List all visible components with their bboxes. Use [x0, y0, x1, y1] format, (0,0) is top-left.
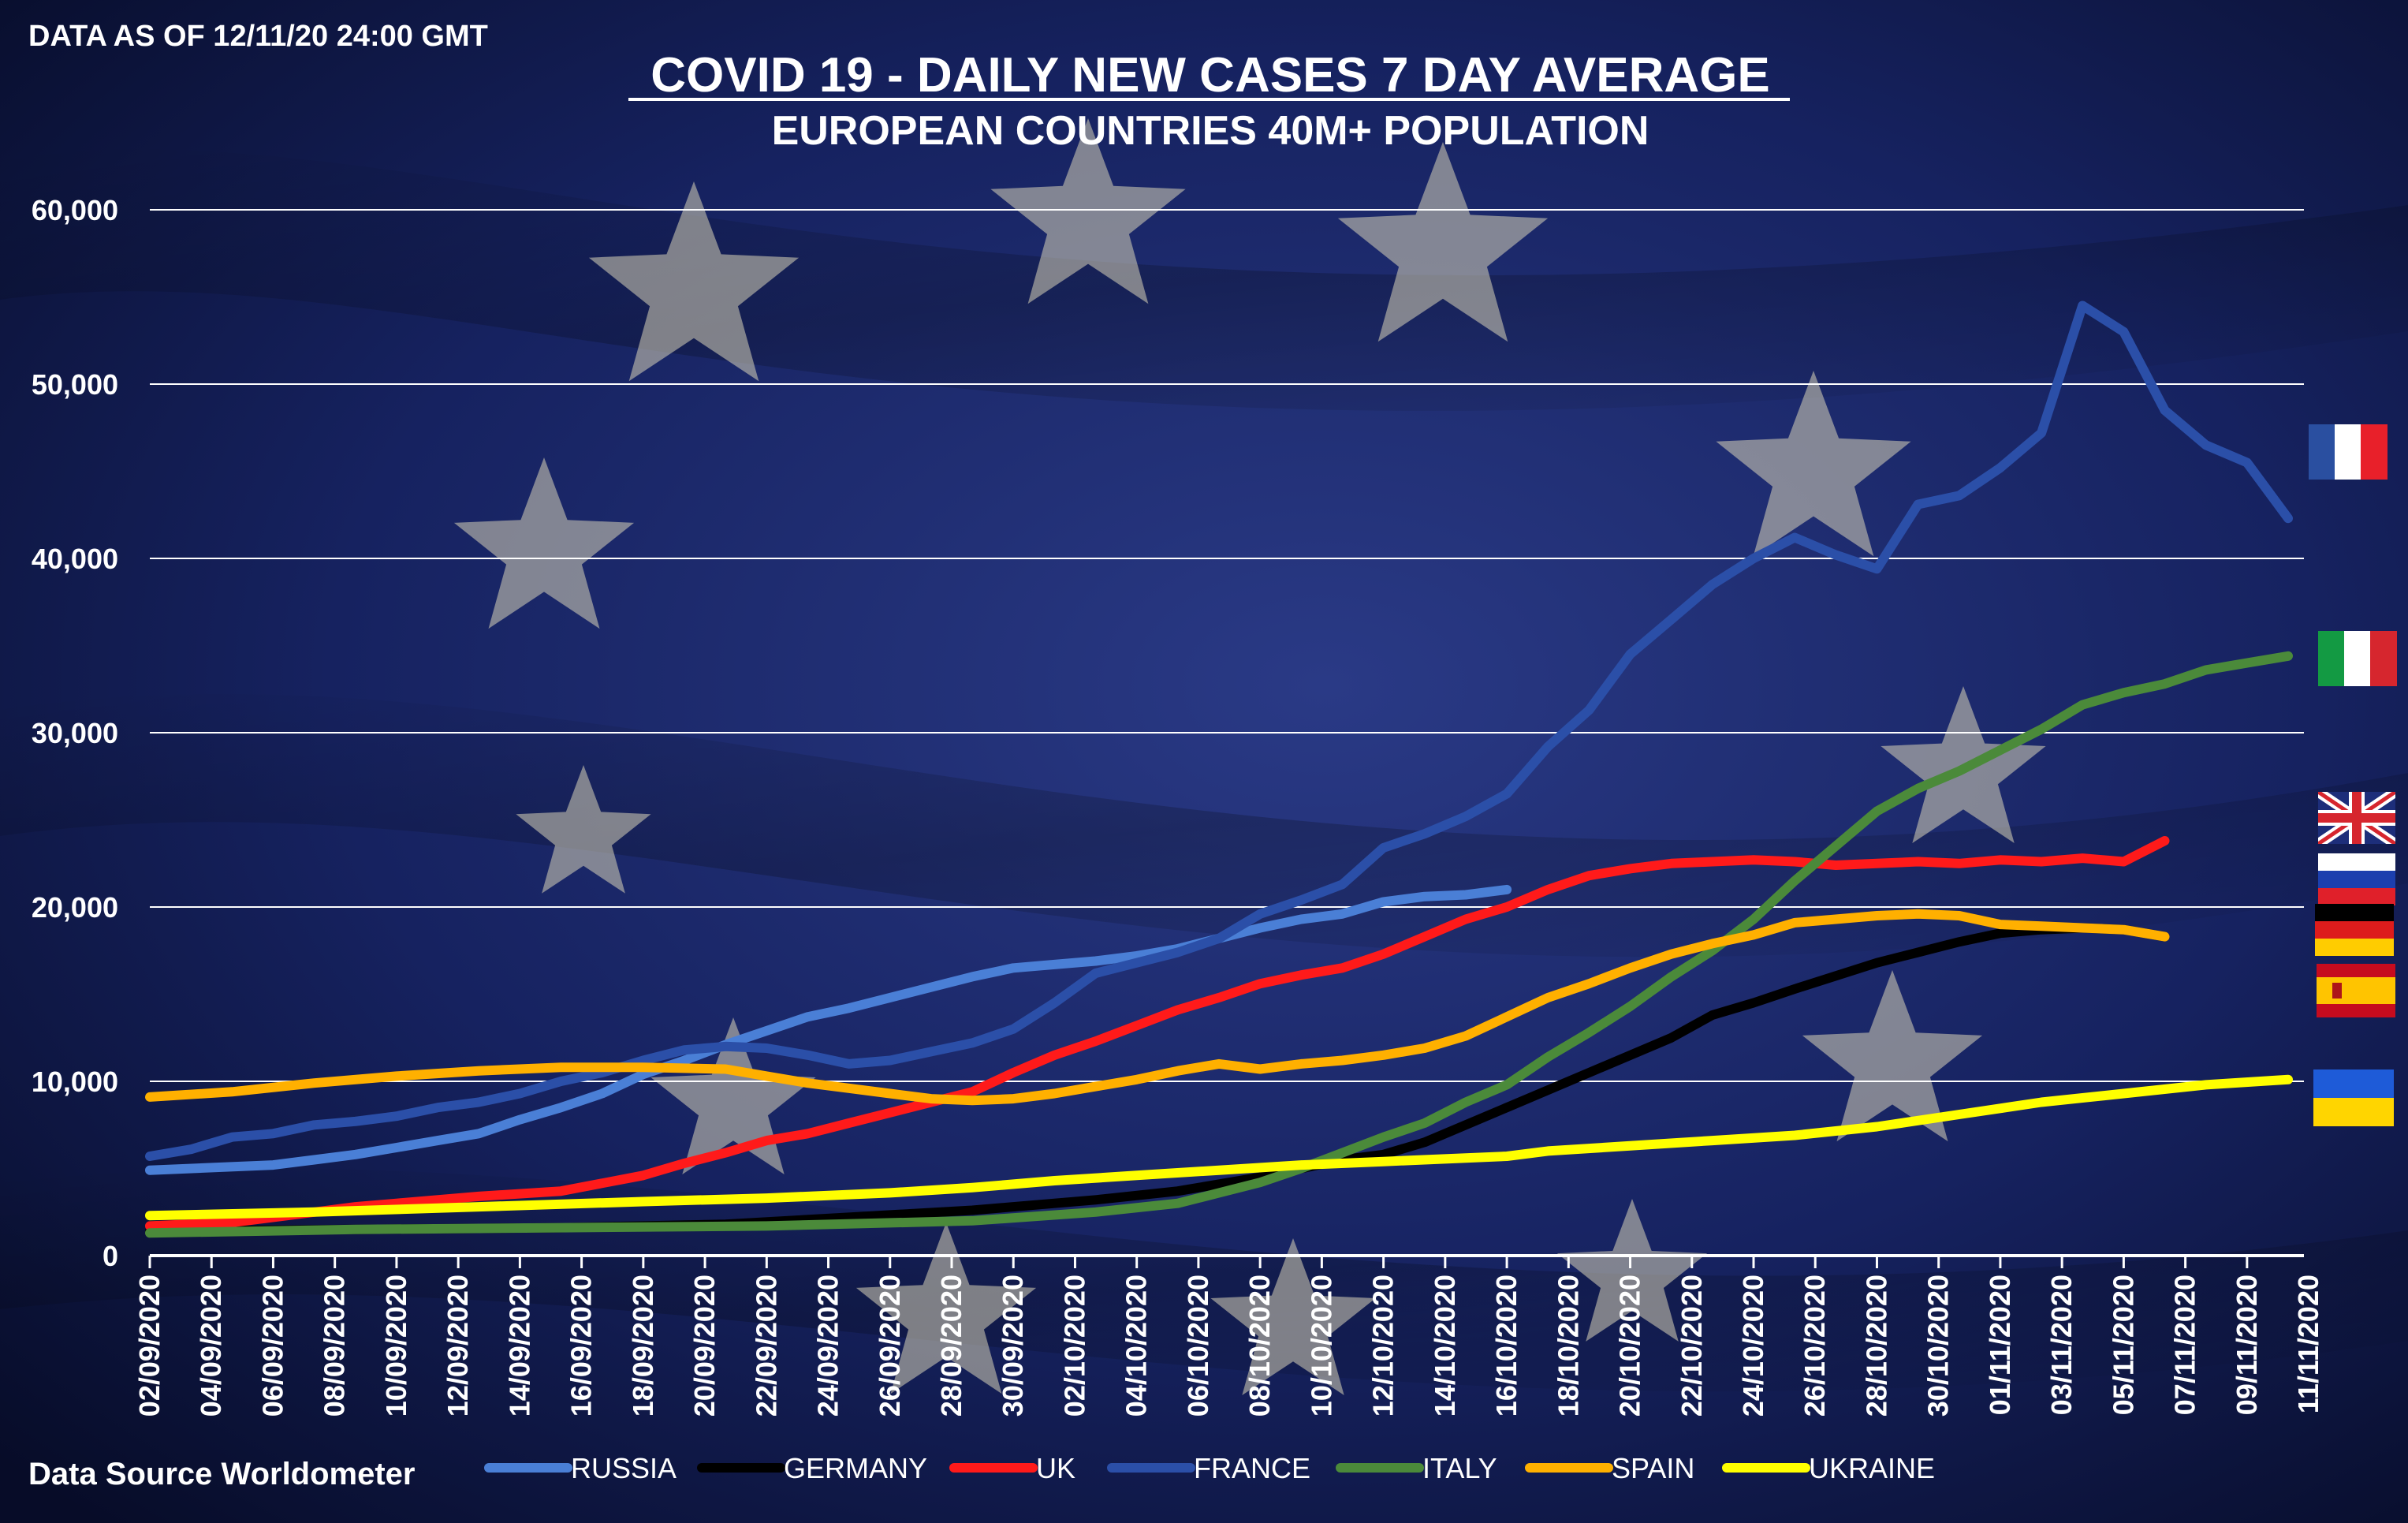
y-tick-label: 0	[103, 1240, 118, 1272]
x-tick-label: 20/10/2020	[1614, 1275, 1646, 1417]
spain-flag-icon	[2317, 964, 2395, 1017]
x-tick-label: 16/09/2020	[565, 1275, 598, 1417]
x-tick-label: 04/09/2020	[195, 1275, 227, 1417]
x-tick-label: 14/10/2020	[1429, 1275, 1461, 1417]
x-tick-label: 08/09/2020	[319, 1275, 351, 1417]
x-tick-label: 02/10/2020	[1058, 1275, 1090, 1417]
legend: RUSSIA GERMANY UK FRANCE ITALY SPAIN UKRAINE	[484, 1452, 1935, 1484]
x-tick-label: 24/10/2020	[1737, 1275, 1769, 1417]
italy-flag-icon	[2318, 631, 2397, 686]
series-line-france	[145, 300, 2293, 1161]
x-tick-label: 10/09/2020	[380, 1275, 412, 1417]
x-tick-label: 08/10/2020	[1243, 1275, 1276, 1417]
legend-label: UK	[1036, 1452, 1075, 1484]
eu-star	[855, 1223, 1037, 1394]
eu-star	[1337, 142, 1549, 342]
series-line-uk	[145, 836, 2170, 1231]
x-tick-label: 12/10/2020	[1367, 1275, 1400, 1417]
x-tick-label: 28/09/2020	[935, 1275, 967, 1417]
y-axis-tick-labels: 0 10,000 20,000 30,000 40,000 50,000 60,000	[32, 194, 118, 1272]
x-tick-label: 30/10/2020	[1922, 1275, 1955, 1417]
x-axis	[148, 1254, 2304, 1268]
x-tick-label: 04/10/2020	[1120, 1275, 1153, 1417]
x-tick-label: 06/10/2020	[1182, 1275, 1214, 1417]
eu-star	[1716, 371, 1911, 557]
eu-star	[1802, 970, 1983, 1142]
chart-title: COVID 19 - DAILY NEW CASES 7 DAY AVERAGE	[650, 48, 1770, 103]
germany-flag-icon	[2315, 904, 2394, 956]
russia-flag-icon	[2318, 853, 2395, 905]
data-source-label: Data Source Worldometer	[28, 1457, 416, 1491]
eu-star	[516, 765, 651, 894]
legend-label: UKRAINE	[1809, 1452, 1935, 1484]
ukraine-flag-icon	[2313, 1069, 2394, 1126]
series-line-germany	[145, 923, 2170, 1237]
x-tick-label: 02/09/2020	[133, 1275, 166, 1417]
x-tick-label: 24/09/2020	[812, 1275, 844, 1417]
series-line-italy	[145, 651, 2293, 1238]
x-tick-label: 09/11/2020	[2231, 1275, 2263, 1415]
y-tick-label: 10,000	[32, 1066, 118, 1098]
legend-label: FRANCE	[1194, 1452, 1310, 1484]
eu-star	[1556, 1199, 1708, 1342]
x-tick-label: 22/09/2020	[750, 1275, 782, 1417]
series-line-russia	[145, 884, 1512, 1175]
y-tick-label: 40,000	[32, 543, 118, 575]
data-asof-label: DATA AS OF 12/11/20 24:00 GMT	[28, 20, 488, 53]
legend-label: SPAIN	[1612, 1452, 1694, 1484]
x-tick-label: 14/09/2020	[503, 1275, 535, 1417]
x-tick-label: 05/11/2020	[2107, 1275, 2139, 1415]
legend-label: ITALY	[1422, 1452, 1497, 1484]
gridlines	[150, 209, 2304, 1082]
x-tick-label: 07/11/2020	[2169, 1275, 2201, 1415]
x-tick-label: 22/10/2020	[1676, 1275, 1708, 1417]
france-flag-icon	[2309, 424, 2387, 480]
x-tick-label: 01/11/2020	[1984, 1275, 2016, 1415]
series-lines	[145, 300, 2293, 1238]
x-tick-label: 26/10/2020	[1799, 1275, 1831, 1417]
legend-label: GERMANY	[784, 1452, 927, 1484]
x-tick-label: 18/10/2020	[1552, 1275, 1584, 1417]
legend-label: RUSSIA	[571, 1452, 677, 1484]
eu-star	[650, 1017, 816, 1174]
x-tick-label: 28/10/2020	[1860, 1275, 1892, 1417]
x-tick-label: 20/09/2020	[688, 1275, 721, 1417]
x-tick-label: 12/09/2020	[442, 1275, 474, 1417]
series-line-spain	[145, 909, 2170, 1106]
y-tick-label: 20,000	[32, 891, 118, 924]
y-tick-label: 30,000	[32, 717, 118, 749]
y-tick-label: 50,000	[32, 368, 118, 401]
eu-star	[990, 118, 1186, 304]
chart-subtitle: EUROPEAN COUNTRIES 40M+ POPULATION	[772, 108, 1649, 154]
x-tick-label: 16/10/2020	[1490, 1275, 1523, 1417]
x-tick-label: 11/11/2020	[2292, 1275, 2324, 1413]
eu-star	[588, 181, 800, 382]
x-tick-label: 10/10/2020	[1305, 1275, 1337, 1417]
x-axis-tick-labels: 02/09/2020 04/09/2020 06/09/2020 08/09/2020…	[133, 1275, 2324, 1417]
x-tick-label: 18/09/2020	[627, 1275, 659, 1417]
eu-stars	[453, 118, 2046, 1395]
y-tick-label: 60,000	[32, 194, 118, 226]
eu-star	[453, 457, 635, 629]
x-tick-label: 06/09/2020	[256, 1275, 289, 1417]
eu-star	[1210, 1238, 1376, 1395]
uk-flag-icon	[2318, 792, 2395, 844]
x-tick-label: 30/09/2020	[997, 1275, 1029, 1417]
x-tick-label: 03/11/2020	[2045, 1275, 2078, 1415]
series-line-ukraine	[145, 1074, 2293, 1221]
x-tick-label: 26/09/2020	[874, 1275, 906, 1417]
